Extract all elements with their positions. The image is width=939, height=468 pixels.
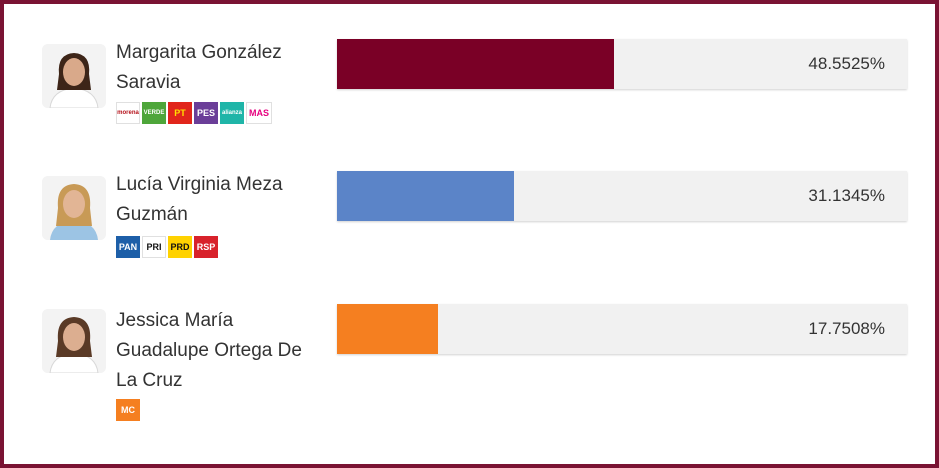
bar [337, 304, 438, 354]
party-logos: PAN PRI PRD RSP [116, 236, 218, 258]
party-logo: PRD [168, 236, 192, 258]
candidate-name-line: Jessica María [116, 310, 234, 331]
candidate-name: Jessica María Guadalupe Ortega De La Cru… [116, 306, 316, 396]
candidate-name-line: Guzmán [116, 204, 188, 225]
party-logo: MC [116, 399, 140, 421]
party-logo: RSP [194, 236, 218, 258]
party-logo: MAS [246, 102, 272, 124]
party-logos: MC [116, 399, 140, 421]
bar-track: 17.7508% [337, 304, 907, 354]
bar [337, 171, 514, 221]
candidate-name-line: Guadalupe Ortega De [116, 340, 302, 361]
bar-value-label: 48.5525% [808, 54, 885, 73]
party-logo: morena [116, 102, 140, 124]
candidate-name: Lucía Virginia Meza Guzmán [116, 170, 316, 230]
party-logo: alianza [220, 102, 244, 124]
bar-value-label: 17.7508% [808, 319, 885, 338]
candidate-photo [42, 176, 106, 240]
candidate-name-line: Saravia [116, 72, 181, 93]
party-logos: morena VERDE PT PES alianza MAS [116, 102, 272, 124]
bar-track: 31.1345% [337, 171, 907, 221]
bar-track: 48.5525% [337, 39, 907, 89]
candidate-name: Margarita González Saravia [116, 38, 316, 98]
bar-value-label: 31.1345% [808, 186, 885, 205]
candidate-row: Margarita González Saravia morena VERDE PT… [4, 24, 939, 154]
candidate-row: Lucía Virginia Meza Guzmán PAN PRI PRD RSP … [4, 156, 939, 286]
party-logo: PES [194, 102, 218, 124]
candidate-row: Jessica María Guadalupe Ortega De La Cru… [4, 289, 939, 421]
party-logo: VERDE [142, 102, 166, 124]
bar [337, 39, 614, 89]
candidate-name-line: La Cruz [116, 370, 183, 391]
candidate-photo [42, 44, 106, 108]
party-logo: PAN [116, 236, 140, 258]
candidate-name-line: Margarita González [116, 42, 282, 63]
party-logo: PRI [142, 236, 166, 258]
candidate-name-line: Lucía Virginia Meza [116, 174, 283, 195]
party-logo: PT [168, 102, 192, 124]
candidate-photo [42, 309, 106, 373]
